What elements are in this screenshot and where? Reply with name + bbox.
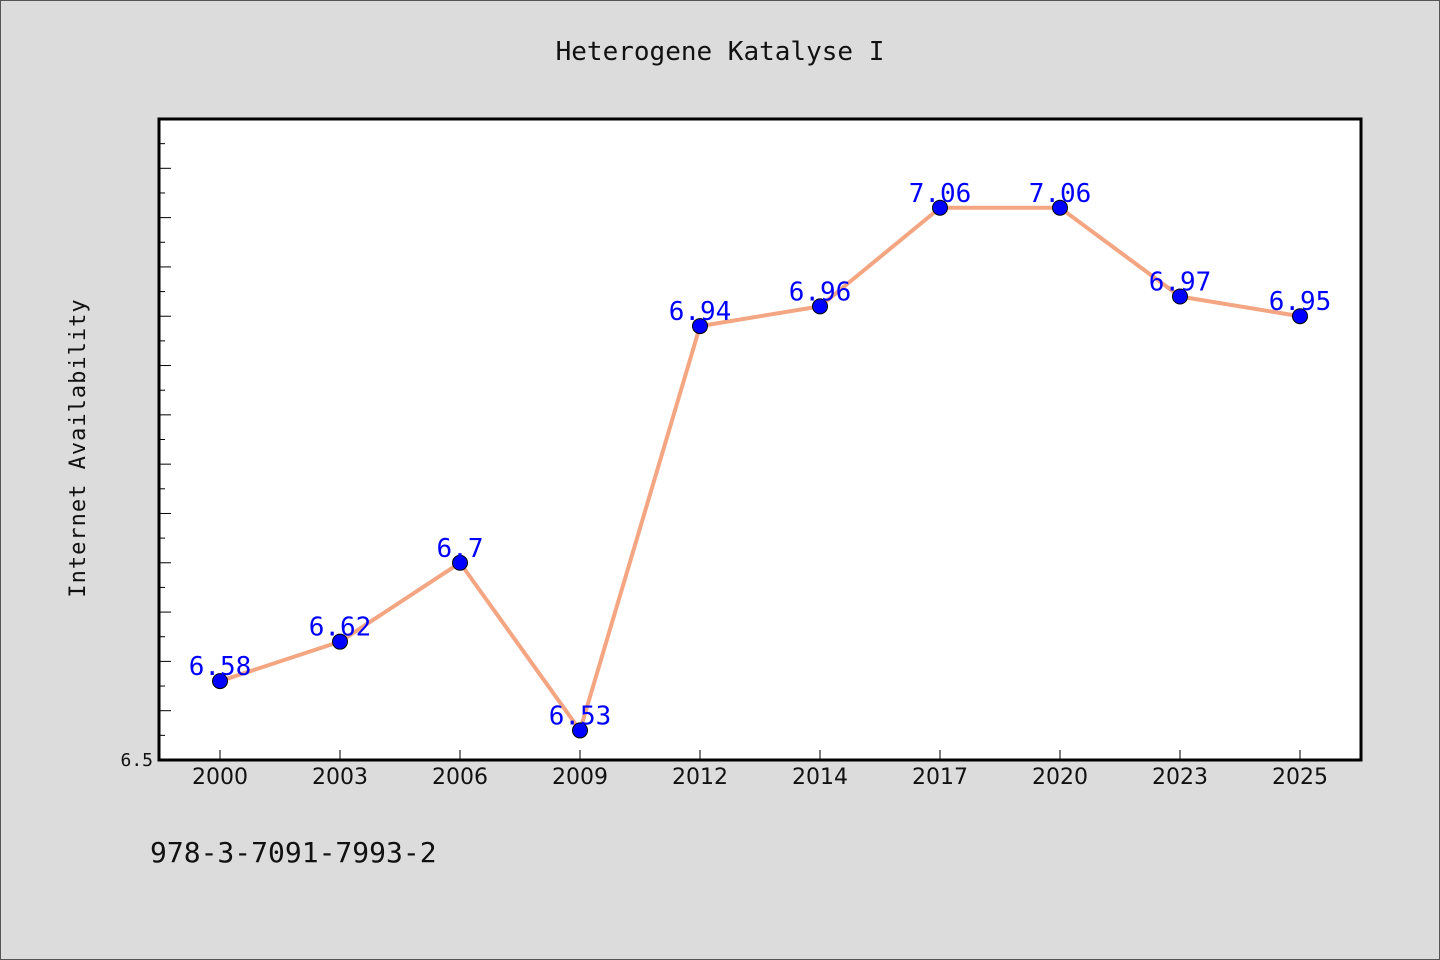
data-point [1172, 288, 1188, 305]
data-point [452, 554, 468, 571]
x-tick-label: 2025 [1272, 765, 1328, 790]
data-label: 6.7 [437, 534, 484, 564]
x-tick-label: 2023 [1152, 765, 1208, 790]
data-point [1292, 308, 1308, 325]
data-label: 7.06 [1029, 179, 1092, 209]
isbn-footer: 978-3-7091-7993-2 [150, 836, 437, 869]
data-label: 6.94 [669, 297, 732, 327]
data-point [572, 722, 588, 739]
y-axis-label: Internet Availability [66, 298, 91, 597]
plot-border [157, 117, 1363, 762]
data-label: 6.62 [309, 613, 372, 643]
data-point [1052, 199, 1068, 216]
data-point [332, 633, 348, 650]
x-tick-label: 2000 [192, 765, 248, 790]
series-line [219, 205, 1301, 733]
chart-title: Heterogene Katalyse I [556, 37, 885, 67]
x-tick-label: 2012 [672, 765, 728, 790]
plot-area [159, 119, 1361, 760]
data-label: 6.97 [1149, 268, 1212, 298]
data-label: 6.96 [789, 277, 852, 307]
x-tick-label: 2020 [1032, 765, 1088, 790]
x-tick-label: 2009 [552, 765, 608, 790]
data-label: 6.95 [1269, 287, 1332, 317]
y-tick-label: 6.5 [120, 750, 153, 771]
data-label: 6.53 [549, 701, 612, 731]
data-label: 6.58 [189, 652, 252, 682]
x-tick-label: 2003 [312, 765, 368, 790]
x-tick-label: 2017 [912, 765, 968, 790]
data-label: 7.06 [909, 179, 972, 209]
data-point [812, 298, 828, 315]
x-tick-label: 2006 [432, 765, 488, 790]
data-point [212, 673, 228, 690]
data-point [932, 199, 948, 216]
x-axis-ticks: 2000 2003 2006 2009 2012 2014 2017 2020 2023 2025 [192, 750, 1328, 790]
data-point [692, 318, 708, 335]
x-tick-label: 2014 [792, 765, 848, 790]
